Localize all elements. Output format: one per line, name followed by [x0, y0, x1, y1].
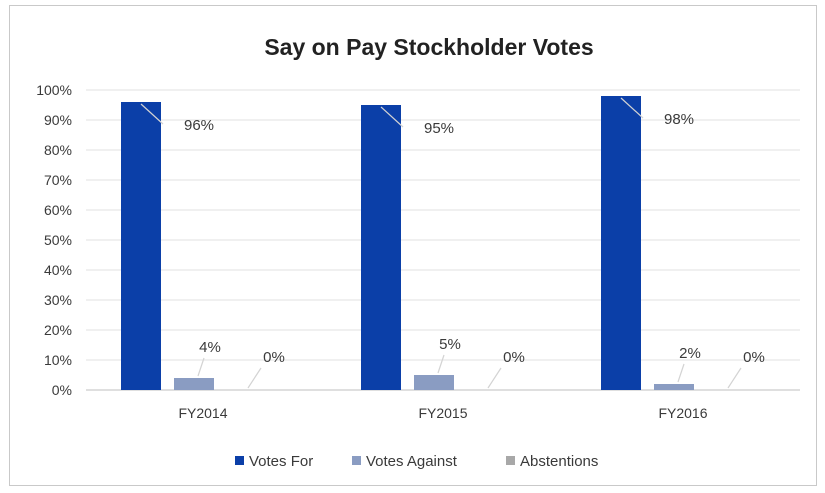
data-label-leader-line — [197, 357, 205, 377]
data-label: 2% — [679, 345, 701, 362]
data-label-leader-line — [677, 363, 685, 383]
y-tick-label: 20% — [44, 322, 72, 338]
data-label-leader-line — [380, 106, 404, 128]
legend-label: Votes For — [249, 453, 313, 470]
data-label: 95% — [424, 120, 454, 137]
data-label-leader-line — [437, 354, 445, 374]
bars — [121, 96, 694, 390]
legend-swatch — [506, 456, 515, 465]
x-category-label: FY2015 — [418, 405, 467, 421]
data-label-leader-line — [140, 103, 164, 125]
bar-votes-for — [601, 96, 641, 390]
data-label-leader-line — [620, 97, 644, 119]
legend-label: Abstentions — [520, 453, 598, 470]
y-tick-label: 40% — [44, 262, 72, 278]
data-label: 98% — [664, 111, 694, 128]
y-tick-label: 0% — [52, 382, 72, 398]
y-tick-label: 100% — [36, 82, 72, 98]
y-tick-label: 50% — [44, 232, 72, 248]
data-label: 96% — [184, 117, 214, 134]
x-axis-category-labels: FY2014 FY2015 FY2016 — [178, 405, 707, 421]
bar-votes-against — [654, 384, 694, 390]
data-label-leader-line — [487, 367, 502, 389]
y-axis-tick-labels: 0% 10% 20% 30% 40% 50% 60% 70% 80% 90% 100% — [36, 82, 72, 398]
legend-swatch — [352, 456, 361, 465]
y-tick-label: 80% — [44, 142, 72, 158]
x-category-label: FY2016 — [658, 405, 707, 421]
x-category-label: FY2014 — [178, 405, 227, 421]
y-tick-label: 10% — [44, 352, 72, 368]
y-tick-label: 30% — [44, 292, 72, 308]
data-label: 0% — [503, 349, 525, 366]
data-label: 0% — [743, 349, 765, 366]
bar-votes-for — [121, 102, 161, 390]
y-tick-label: 90% — [44, 112, 72, 128]
data-label: 4% — [199, 339, 221, 356]
data-labels: 96% 4% 0% 95% 5% 0% 98% 2% 0% — [140, 97, 765, 389]
data-label: 0% — [263, 349, 285, 366]
bar-votes-against — [414, 375, 454, 390]
legend-label: Votes Against — [366, 453, 458, 470]
data-label-leader-line — [247, 367, 262, 389]
bar-votes-for — [361, 105, 401, 390]
y-tick-label: 70% — [44, 172, 72, 188]
chart-title: Say on Pay Stockholder Votes — [264, 34, 593, 60]
data-label-leader-line — [727, 367, 742, 389]
data-label: 5% — [439, 336, 461, 353]
bar-votes-against — [174, 378, 214, 390]
y-tick-label: 60% — [44, 202, 72, 218]
legend: Votes For Votes Against Abstentions — [235, 453, 598, 470]
legend-swatch — [235, 456, 244, 465]
